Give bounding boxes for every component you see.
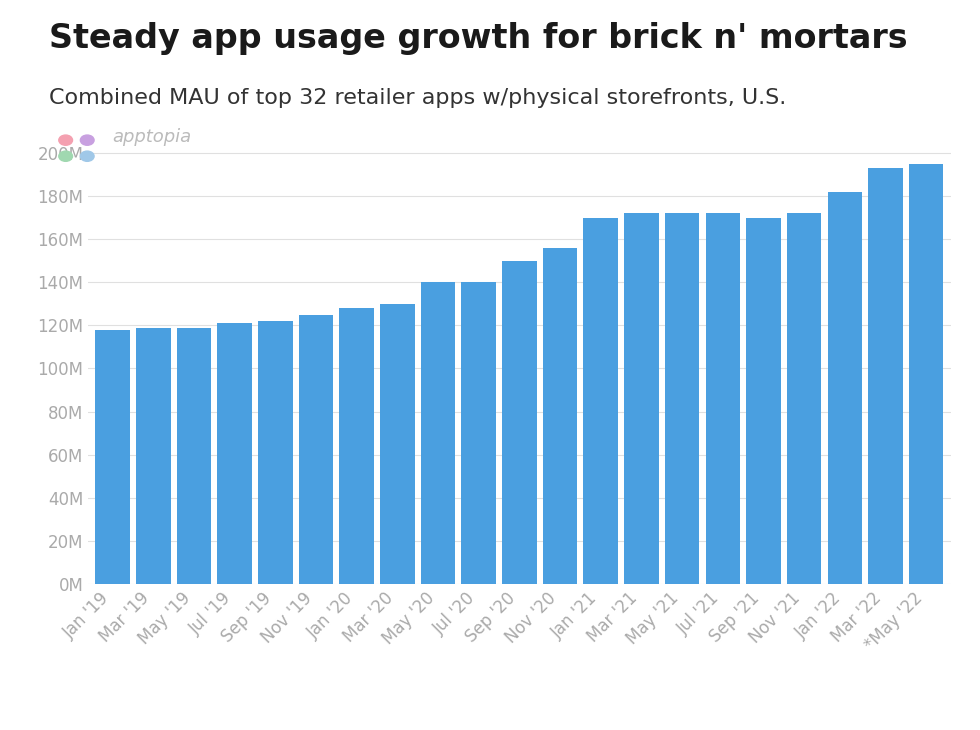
Bar [339, 308, 374, 584]
Bar [543, 247, 577, 584]
Bar [908, 164, 944, 584]
Bar [664, 213, 700, 584]
Bar [420, 283, 456, 584]
Bar [502, 261, 537, 584]
Bar [462, 283, 496, 584]
Bar [827, 192, 862, 584]
Bar [299, 315, 333, 584]
Bar [380, 304, 415, 584]
Bar [258, 321, 293, 584]
Text: apptopia: apptopia [113, 128, 192, 145]
Text: Steady app usage growth for brick n' mortars: Steady app usage growth for brick n' mor… [49, 22, 907, 55]
Bar [787, 213, 821, 584]
Bar [218, 323, 252, 584]
Bar [95, 330, 130, 584]
Bar [136, 328, 171, 584]
Bar [868, 168, 903, 584]
Bar [583, 218, 618, 584]
Bar [176, 328, 212, 584]
Bar [624, 213, 659, 584]
Text: Combined MAU of top 32 retailer apps w/physical storefronts, U.S.: Combined MAU of top 32 retailer apps w/p… [49, 88, 786, 107]
Bar [706, 213, 740, 584]
Bar [746, 218, 781, 584]
